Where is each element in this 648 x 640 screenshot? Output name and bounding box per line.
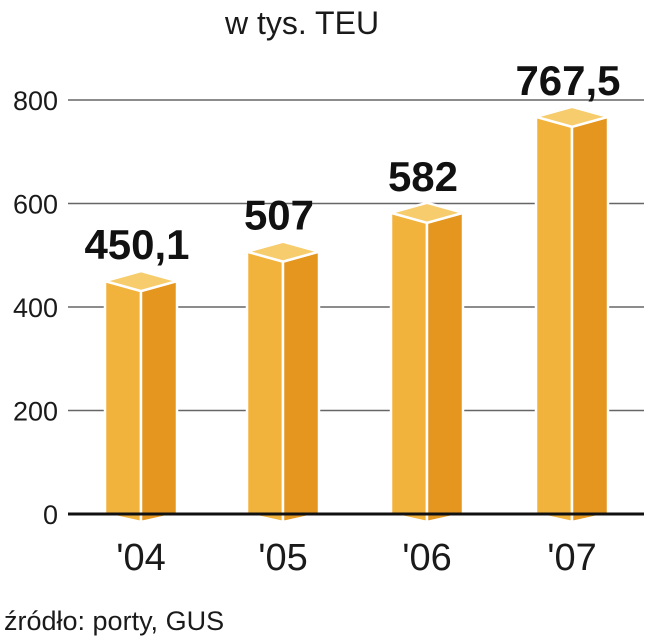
bar-top-face bbox=[531, 105, 613, 129]
bar bbox=[531, 105, 613, 524]
bar bbox=[100, 269, 182, 524]
y-tick-label: 0 bbox=[43, 500, 58, 530]
chart-title: w tys. TEU bbox=[224, 5, 379, 41]
bars bbox=[100, 105, 613, 524]
bar-top-face bbox=[386, 201, 468, 225]
bar-top-face bbox=[100, 269, 182, 293]
bar bbox=[386, 201, 468, 524]
data-labels: 450,1 507 582 767,5 bbox=[84, 57, 620, 268]
bar-front-face bbox=[389, 211, 429, 524]
data-label: 582 bbox=[388, 153, 458, 200]
bar-side-face bbox=[281, 249, 321, 524]
data-label: 450,1 bbox=[84, 221, 189, 268]
bar bbox=[242, 240, 324, 524]
y-tick-label: 600 bbox=[13, 190, 58, 220]
y-tick-label: 800 bbox=[13, 86, 58, 116]
bar-side-face bbox=[139, 279, 179, 524]
bar-side-face bbox=[570, 115, 610, 524]
bar-front-face bbox=[534, 115, 574, 524]
x-tick-label: '04 bbox=[116, 537, 166, 579]
y-tick-label: 200 bbox=[13, 397, 58, 427]
bar-front-face bbox=[245, 249, 285, 524]
y-tick-label: 400 bbox=[13, 293, 58, 323]
source-note: źródło: porty, GUS bbox=[4, 606, 224, 636]
x-tick-label: '07 bbox=[547, 537, 597, 579]
bar-front-face bbox=[103, 279, 143, 524]
bar-top-face bbox=[242, 240, 324, 263]
x-tick-label: '06 bbox=[402, 537, 452, 579]
bar-side-face bbox=[425, 211, 465, 524]
x-axis-ticks: '04 '05 '06 '07 bbox=[116, 537, 597, 579]
x-tick-label: '05 bbox=[258, 537, 308, 579]
data-label: 767,5 bbox=[515, 57, 620, 104]
data-label: 507 bbox=[244, 192, 314, 239]
y-axis-ticks: 0 200 400 600 800 bbox=[13, 86, 58, 530]
